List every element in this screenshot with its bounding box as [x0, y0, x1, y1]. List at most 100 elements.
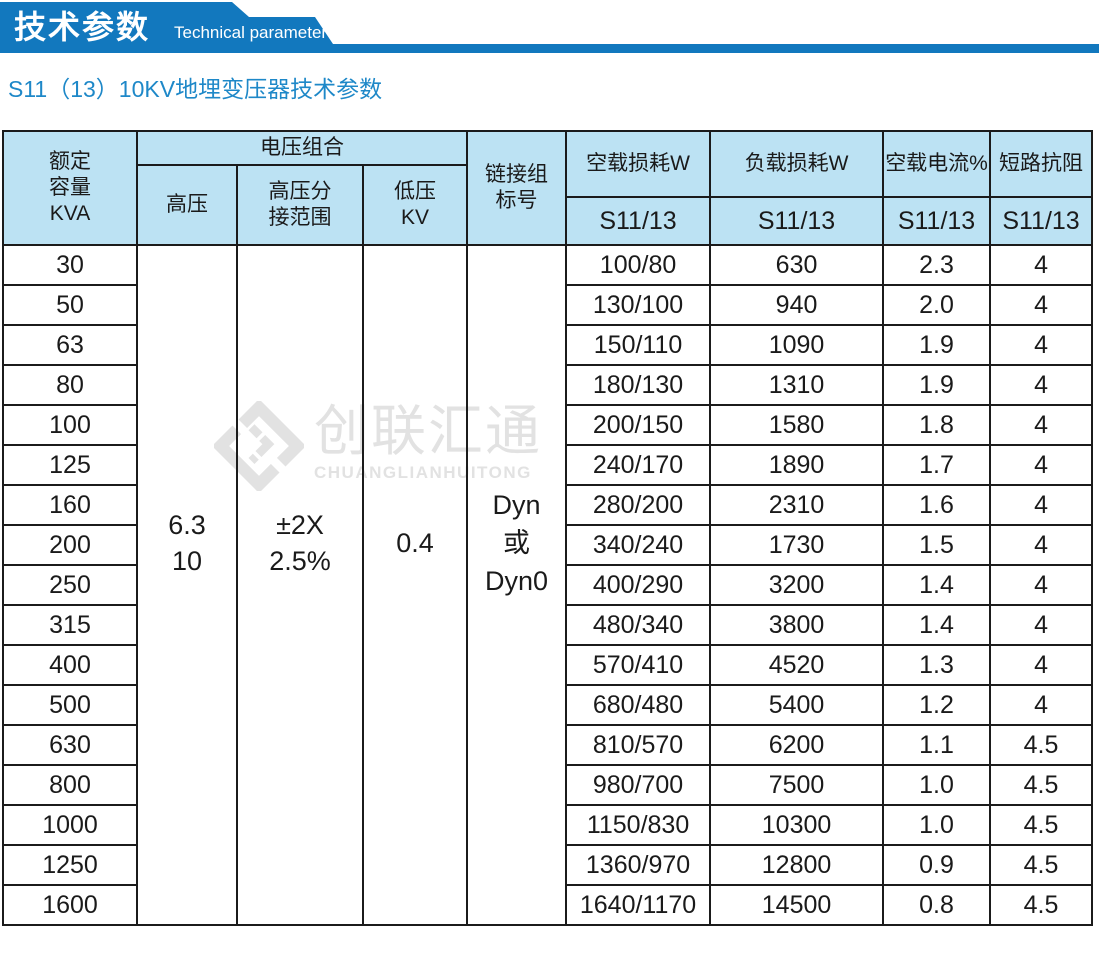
no-load-current-cell: 1.0 [882, 764, 992, 806]
no-load-current-cell: 1.2 [882, 684, 992, 726]
header-row-1: 额定 容量 KVA 电压组合 链接组 标号 空载损耗W 负载损耗W 空载电流% … [2, 130, 1094, 246]
capacity-cell: 800 [2, 764, 138, 806]
impedance-cell: 4 [989, 644, 1094, 686]
impedance-cell: 4 [989, 284, 1094, 326]
load-loss-cell: 6200 [709, 724, 885, 766]
no-load-current-cell: 1.9 [882, 324, 992, 366]
header-lv: 低压 KV [361, 164, 469, 246]
header-no-load-current: 空载电流% [882, 130, 992, 198]
capacity-cell: 500 [2, 684, 138, 726]
table-row: 160 280/200 2310 1.6 4 [2, 484, 1094, 526]
load-loss-cell: 1890 [709, 444, 885, 486]
no-load-loss-cell: 340/240 [565, 524, 712, 566]
no-load-current-cell: 1.7 [882, 444, 992, 486]
header-row-3: S11/13 S11/13 S11/13 S11/13 [3, 196, 1094, 246]
header-vector-group: 链接组 标号 [466, 130, 568, 246]
header-row-2: 高压 高压分 接范围 低压 KV [3, 164, 1092, 246]
header-banner: 技术参数 Technical parameter [0, 0, 1099, 56]
capacity-cell: 100 [2, 404, 138, 446]
no-load-loss-cell: 680/480 [565, 684, 712, 726]
no-load-loss-cell: 570/410 [565, 644, 712, 686]
table-row: 1250 1360/970 12800 0.9 4.5 [2, 844, 1094, 886]
header-voltage-group: 电压组合 [135, 130, 469, 166]
no-load-current-cell: 1.4 [882, 604, 992, 646]
load-loss-cell: 5400 [709, 684, 885, 726]
impedance-cell: 4 [989, 484, 1094, 526]
no-load-current-cell: 1.1 [882, 724, 992, 766]
merged-vector-group-cell: Dyn 或 Dyn0 [466, 244, 568, 926]
load-loss-cell: 10300 [709, 804, 885, 846]
no-load-current-cell: 0.8 [882, 884, 992, 926]
load-loss-cell: 1730 [709, 524, 885, 566]
capacity-cell: 30 [2, 244, 138, 286]
impedance-cell: 4 [989, 684, 1094, 726]
load-loss-cell: 1310 [709, 364, 885, 406]
header-sub-no-load-loss: S11/13 [565, 196, 712, 246]
banner-ribbon-shape [0, 2, 1099, 53]
no-load-current-cell: 1.6 [882, 484, 992, 526]
no-load-current-cell: 1.8 [882, 404, 992, 446]
table-row: 630 810/570 6200 1.1 4.5 [2, 724, 1094, 766]
load-loss-cell: 12800 [709, 844, 885, 886]
capacity-cell: 80 [2, 364, 138, 406]
no-load-current-cell: 2.0 [882, 284, 992, 326]
header-capacity: 额定 容量 KVA [2, 130, 138, 246]
no-load-current-cell: 1.3 [882, 644, 992, 686]
table-row: 1600 1640/1170 14500 0.8 4.5 [2, 884, 1094, 926]
capacity-cell: 1000 [2, 804, 138, 846]
table-row: 63 150/110 1090 1.9 4 [2, 324, 1094, 366]
no-load-loss-cell: 200/150 [565, 404, 712, 446]
table-row: 800 980/700 7500 1.0 4.5 [2, 764, 1094, 806]
impedance-cell: 4 [989, 324, 1094, 366]
no-load-current-cell: 2.3 [882, 244, 992, 286]
header-sub-load-loss: S11/13 [709, 196, 885, 246]
capacity-cell: 1250 [2, 844, 138, 886]
no-load-loss-cell: 1150/830 [565, 804, 712, 846]
no-load-current-cell: 1.4 [882, 564, 992, 606]
merged-lv-value: 0.4 [396, 528, 434, 558]
header-hv-tap: 高压分 接范围 [236, 164, 364, 246]
load-loss-cell: 7500 [709, 764, 885, 806]
no-load-current-cell: 1.0 [882, 804, 992, 846]
capacity-cell: 400 [2, 644, 138, 686]
no-load-loss-cell: 130/100 [565, 284, 712, 326]
header-hv: 高压 [136, 164, 238, 246]
no-load-loss-cell: 480/340 [565, 604, 712, 646]
no-load-loss-cell: 1640/1170 [565, 884, 712, 926]
table-row: 315 480/340 3800 1.4 4 [2, 604, 1094, 646]
impedance-cell: 4 [989, 564, 1094, 606]
table-row: 80 180/130 1310 1.9 4 [2, 364, 1094, 406]
impedance-cell: 4.5 [989, 804, 1094, 846]
table-row: 125 240/170 1890 1.7 4 [2, 444, 1094, 486]
table-row: 400 570/410 4520 1.3 4 [2, 644, 1094, 686]
no-load-loss-cell: 280/200 [565, 484, 712, 526]
impedance-cell: 4.5 [989, 844, 1094, 886]
no-load-loss-cell: 400/290 [565, 564, 712, 606]
table-header: 额定 容量 KVA 电压组合 链接组 标号 空载损耗W 负载损耗W 空载电流% … [2, 130, 1094, 246]
page-title: S11（13）10KV地埋变压器技术参数 [8, 76, 383, 102]
header-impedance: 短路抗阻 [989, 130, 1094, 198]
load-loss-cell: 1580 [709, 404, 885, 446]
capacity-cell: 50 [2, 284, 138, 326]
spec-table: 额定 容量 KVA 电压组合 链接组 标号 空载损耗W 负载损耗W 空载电流% … [2, 130, 1094, 926]
impedance-cell: 4.5 [989, 884, 1094, 926]
capacity-cell: 125 [2, 444, 138, 486]
load-loss-cell: 1090 [709, 324, 885, 366]
load-loss-cell: 940 [709, 284, 885, 326]
no-load-current-cell: 0.9 [882, 844, 992, 886]
table-row: 50 130/100 940 2.0 4 [2, 284, 1094, 326]
capacity-cell: 315 [2, 604, 138, 646]
no-load-loss-cell: 810/570 [565, 724, 712, 766]
impedance-cell: 4.5 [989, 764, 1094, 806]
no-load-current-cell: 1.5 [882, 524, 992, 566]
table-row: 100 200/150 1580 1.8 4 [2, 404, 1094, 446]
no-load-current-cell: 1.9 [882, 364, 992, 406]
capacity-cell: 1600 [2, 884, 138, 926]
load-loss-cell: 14500 [709, 884, 885, 926]
table-row: 500 680/480 5400 1.2 4 [2, 684, 1094, 726]
table-body: 30 6.3 10 ±2X 2.5% 0.4 Dyn 或 Dyn0 100/80… [2, 244, 1094, 926]
impedance-cell: 4 [989, 524, 1094, 566]
table-row: 1000 1150/830 10300 1.0 4.5 [2, 804, 1094, 846]
header-sub-no-load-current: S11/13 [882, 196, 992, 246]
no-load-loss-cell: 240/170 [565, 444, 712, 486]
